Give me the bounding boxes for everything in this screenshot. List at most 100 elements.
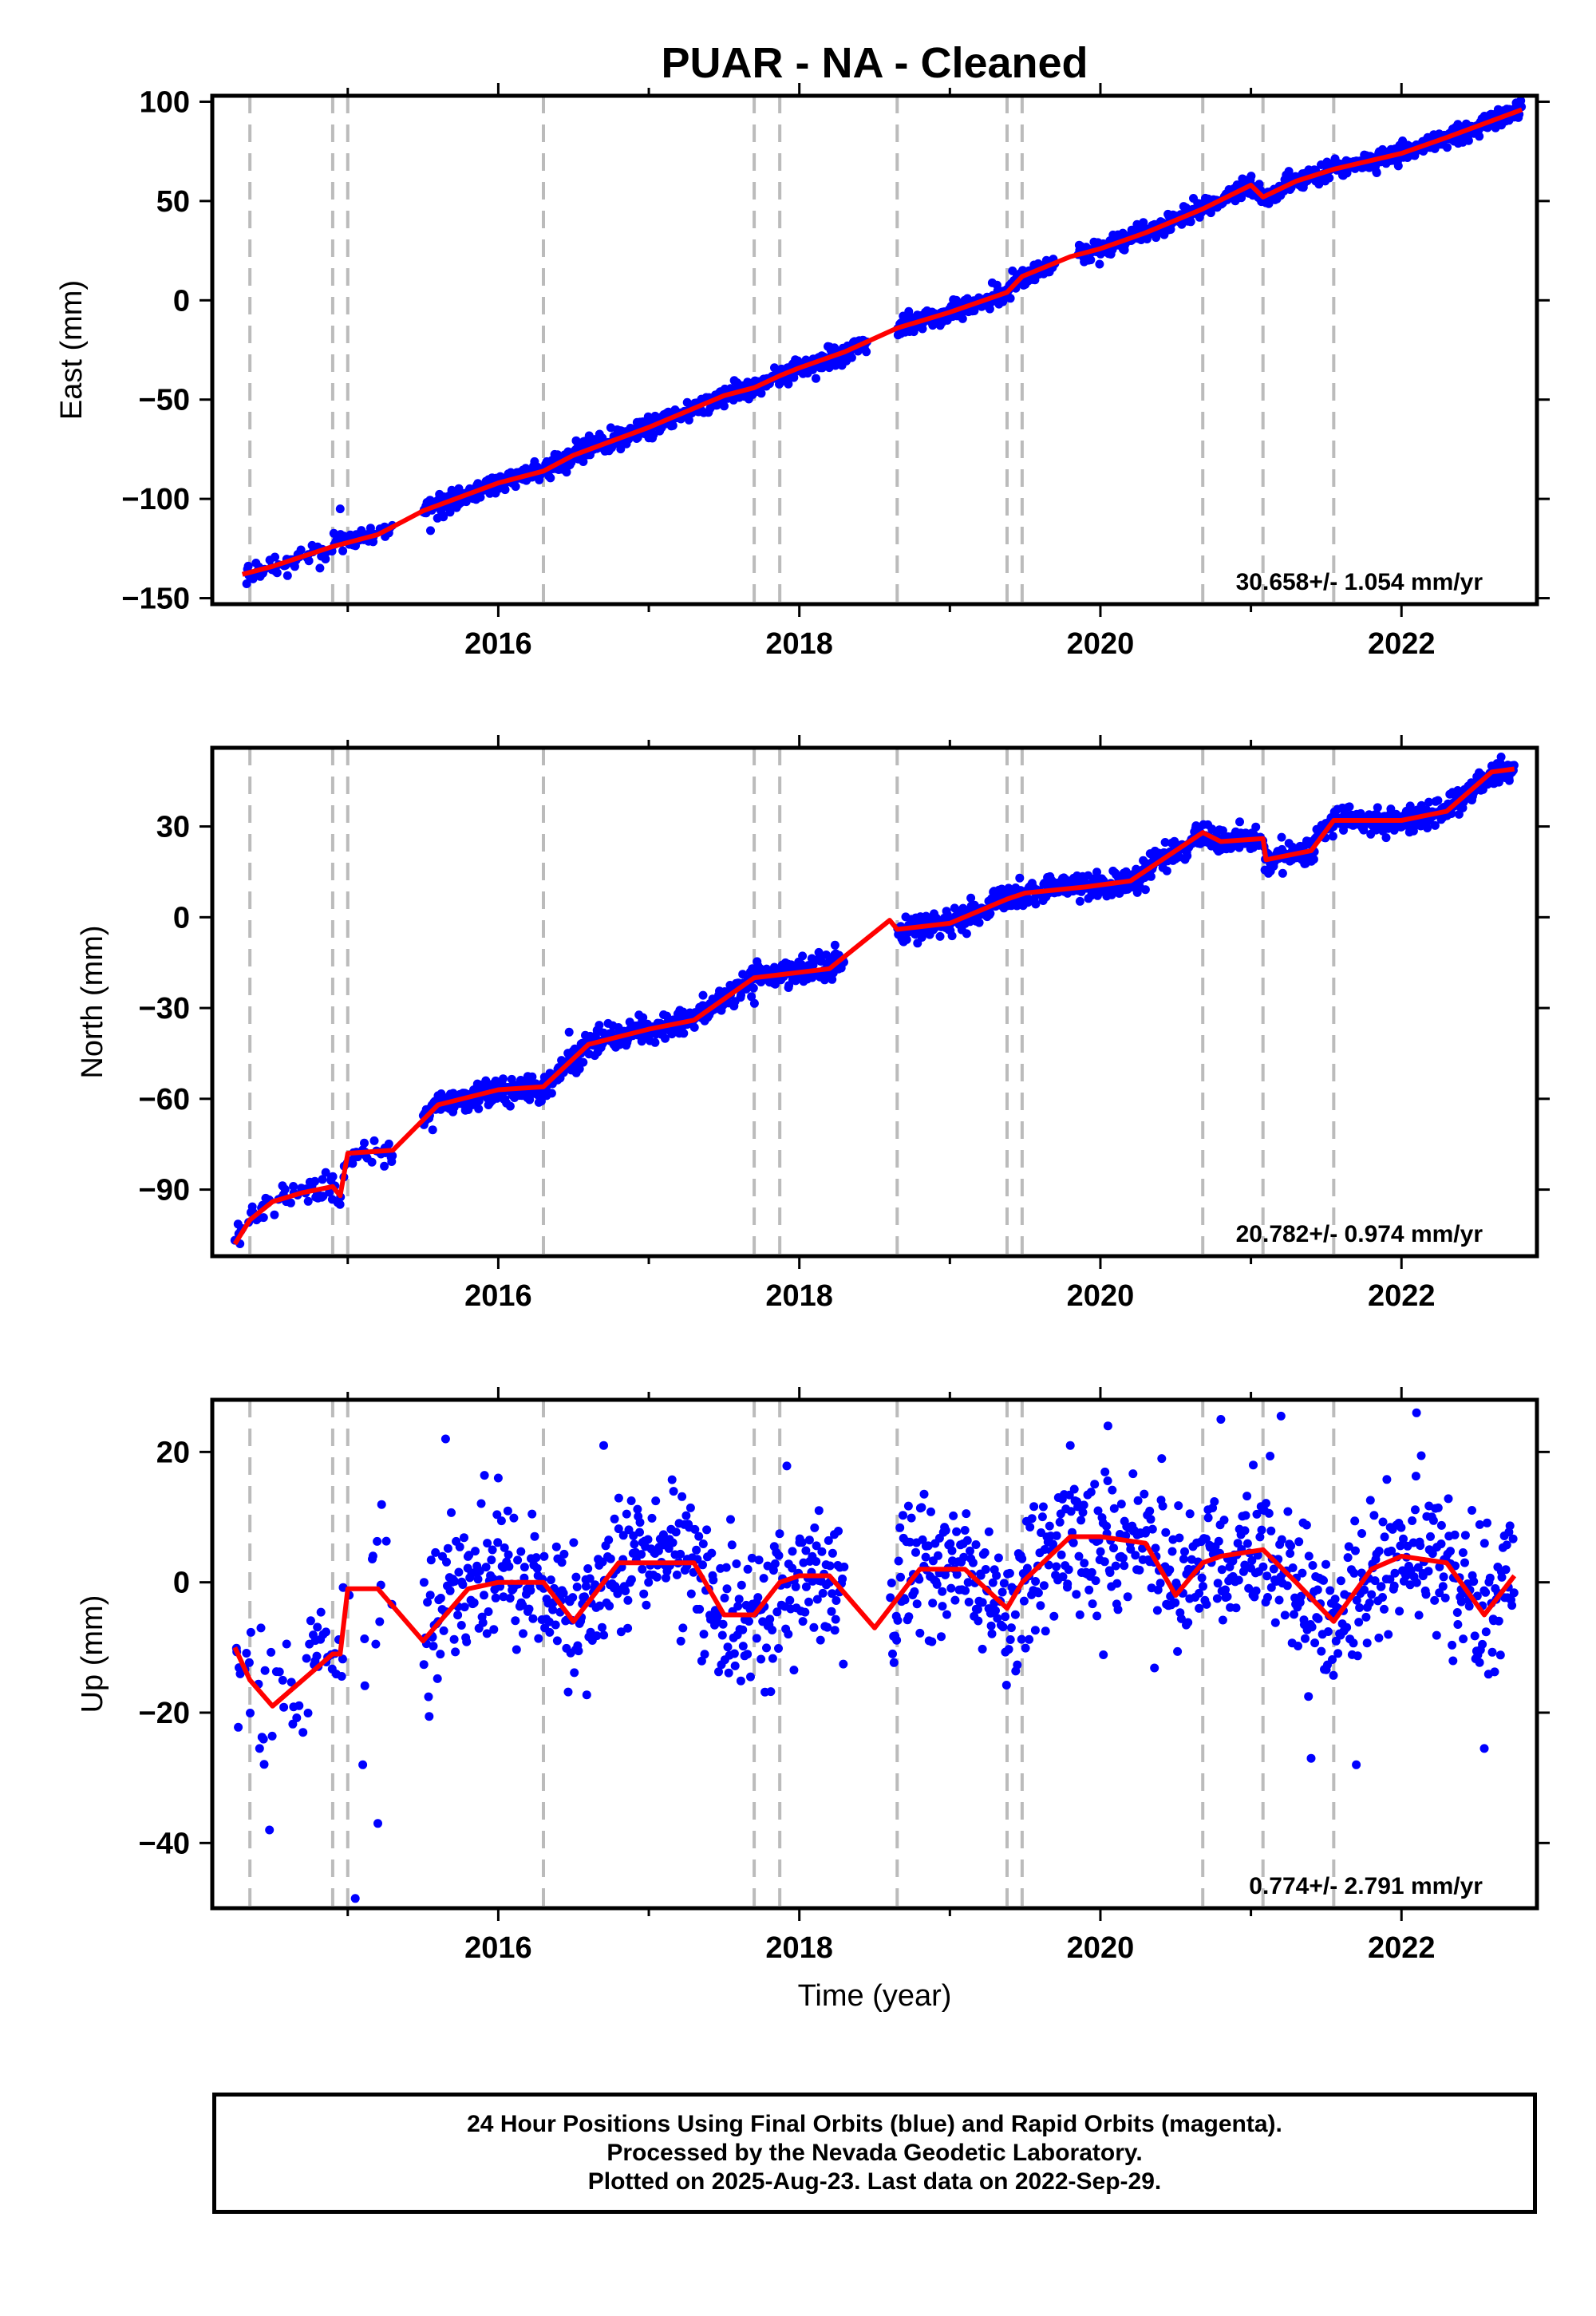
data-point <box>525 1095 535 1105</box>
data-point <box>496 1516 506 1526</box>
data-point <box>557 1558 567 1567</box>
data-point <box>1487 1647 1497 1657</box>
data-point <box>946 1539 955 1548</box>
data-point <box>519 1563 529 1572</box>
data-point <box>935 931 945 941</box>
data-point <box>966 917 974 927</box>
data-point <box>571 1572 581 1582</box>
data-point <box>1459 1634 1468 1644</box>
footer-note-box: 24 Hour Positions Using Final Orbits (bl… <box>212 2093 1537 2214</box>
data-point <box>1027 1514 1037 1524</box>
data-point <box>1162 866 1171 875</box>
data-point <box>1428 1516 1438 1525</box>
data-point <box>1133 1496 1143 1505</box>
data-point <box>618 1531 628 1540</box>
data-point <box>1038 1502 1048 1512</box>
data-point <box>530 1531 539 1541</box>
data-point <box>695 1604 705 1614</box>
data-point <box>1343 1553 1353 1563</box>
x-tick-label-2020: 2020 <box>1067 627 1135 661</box>
data-point <box>539 1551 549 1561</box>
data-point <box>905 1537 915 1547</box>
footer-line-1: 24 Hour Positions Using Final Orbits (bl… <box>467 2111 1282 2137</box>
data-point <box>801 1546 811 1555</box>
data-point <box>1509 1588 1519 1598</box>
y-ticks-up: 20 0 −20 −40 <box>139 1436 1550 1860</box>
data-point <box>1495 1650 1505 1660</box>
data-point <box>1258 1562 1268 1571</box>
data-point <box>595 1021 604 1030</box>
data-point <box>384 1139 393 1148</box>
data-point <box>847 353 856 362</box>
data-point <box>892 1635 902 1645</box>
data-point <box>1044 1560 1053 1570</box>
data-point <box>1286 1549 1295 1558</box>
data-point <box>1328 1655 1337 1664</box>
data-point <box>1221 1585 1230 1595</box>
data-point <box>436 1594 445 1603</box>
data-point <box>1030 1626 1040 1635</box>
data-point <box>698 1539 708 1548</box>
data-point <box>669 1487 678 1496</box>
data-point <box>1494 1616 1503 1626</box>
data-point <box>1349 1638 1358 1648</box>
data-point <box>684 415 693 425</box>
data-point <box>1058 1572 1068 1582</box>
data-point <box>1433 796 1443 805</box>
data-point <box>481 1563 491 1572</box>
data-point <box>1242 1539 1252 1548</box>
data-point <box>1412 1578 1421 1587</box>
data-point <box>797 1538 807 1547</box>
x-ticks-up: 2016 2018 2020 2022 <box>346 1387 1436 1965</box>
data-point <box>828 1589 837 1599</box>
data-point <box>784 1630 793 1639</box>
data-point <box>1001 1612 1010 1622</box>
data-point <box>676 1549 685 1559</box>
data-point <box>1041 1626 1050 1636</box>
data-point <box>980 1548 990 1557</box>
data-point <box>830 940 839 950</box>
data-point <box>559 1588 568 1598</box>
data-point <box>484 1607 493 1616</box>
data-point <box>1052 1531 1061 1540</box>
data-point <box>981 1565 990 1574</box>
data-point <box>1017 1634 1026 1644</box>
y-tick-label-up-3: −40 <box>139 1827 190 1860</box>
y-ticks-east: 100 50 0 −50 −100 −150 <box>121 85 1550 616</box>
data-point <box>973 1605 982 1614</box>
data-point <box>667 1475 677 1484</box>
data-point <box>1066 1507 1076 1516</box>
data-point <box>1021 1643 1030 1653</box>
data-point <box>1329 1670 1338 1680</box>
data-point <box>275 1667 284 1677</box>
data-point <box>1116 1500 1126 1509</box>
data-point <box>961 1586 970 1595</box>
data-point <box>1005 294 1015 303</box>
data-point <box>946 1583 956 1593</box>
data-point <box>388 1151 397 1160</box>
y-tick-label-north-0: 30 <box>156 811 190 844</box>
data-point <box>1288 1563 1298 1572</box>
step-lines-east <box>248 96 1336 604</box>
data-point <box>942 1610 951 1619</box>
data-point <box>772 1607 782 1617</box>
data-point <box>616 445 626 454</box>
data-point <box>1057 1550 1066 1559</box>
data-point <box>380 1161 389 1171</box>
data-point <box>604 1535 614 1545</box>
data-point <box>1443 143 1452 152</box>
data-point <box>1263 1593 1272 1602</box>
data-point <box>962 929 971 939</box>
data-point <box>998 1587 1007 1597</box>
y-tick-label-north-4: −90 <box>139 1174 190 1207</box>
x-tick-label-2018: 2018 <box>765 627 833 661</box>
data-point <box>1304 1551 1314 1561</box>
data-point <box>439 512 448 522</box>
data-point <box>1151 1543 1160 1553</box>
data-point <box>599 1630 609 1640</box>
data-point <box>1045 1521 1054 1531</box>
data-point <box>978 1598 987 1607</box>
data-point <box>1468 1506 1476 1515</box>
data-point <box>582 1690 591 1700</box>
data-point <box>697 1656 706 1666</box>
